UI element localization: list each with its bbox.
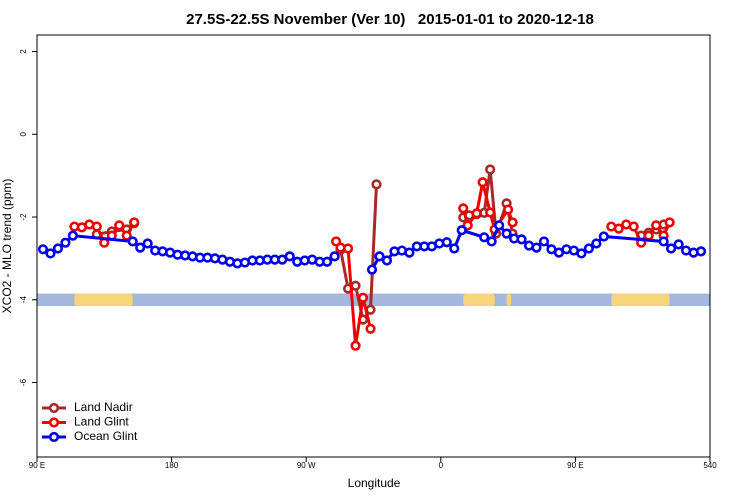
point	[449, 243, 460, 254]
point	[127, 236, 138, 247]
point	[129, 217, 140, 228]
x-axis-label: Longitude	[348, 476, 401, 490]
point	[583, 243, 594, 254]
y-tick-label: -6	[19, 378, 28, 386]
legend-label: Land Glint	[74, 415, 129, 429]
point	[381, 255, 393, 266]
point	[350, 280, 361, 291]
point	[91, 221, 102, 232]
point	[538, 236, 550, 247]
y-tick-label: 2	[19, 49, 28, 54]
land-band	[506, 293, 512, 306]
point	[695, 246, 707, 257]
point	[404, 247, 415, 258]
point	[142, 238, 153, 249]
point	[486, 236, 497, 247]
point	[613, 223, 624, 234]
x-tick-label: 0	[439, 461, 444, 470]
legend-label: Land Nadir	[74, 400, 133, 414]
point	[284, 251, 295, 262]
point	[366, 264, 378, 275]
point	[479, 232, 490, 243]
x-tick-label: 90 W	[297, 461, 316, 470]
ocean-band	[37, 293, 710, 306]
point	[531, 242, 542, 253]
series-line	[96, 169, 665, 324]
point	[458, 203, 469, 214]
point	[322, 256, 333, 267]
point	[374, 251, 385, 262]
point	[462, 220, 473, 231]
point	[365, 323, 376, 334]
x-tick-label: 90 E	[567, 461, 583, 470]
point	[664, 217, 675, 228]
point	[576, 248, 587, 259]
point	[628, 221, 639, 232]
point	[441, 237, 452, 248]
legend-marker	[48, 431, 60, 443]
y-tick-label: 0	[19, 132, 28, 137]
point	[643, 230, 654, 241]
point	[329, 251, 340, 262]
point	[494, 220, 505, 231]
point	[658, 236, 669, 247]
point	[673, 239, 684, 250]
point	[371, 179, 382, 190]
point	[666, 243, 677, 254]
point	[342, 243, 354, 254]
point	[67, 230, 78, 241]
point	[471, 208, 482, 219]
y-axis-label: XCO2 - MLO trend (ppm)	[0, 179, 14, 314]
point	[456, 225, 467, 236]
point	[60, 237, 71, 248]
point	[45, 248, 56, 259]
land-band	[463, 293, 495, 306]
point	[501, 228, 512, 239]
legend-marker	[48, 402, 60, 414]
point	[37, 244, 49, 255]
point	[114, 220, 125, 231]
x-tick-label: 90 E	[29, 461, 45, 470]
legend-marker	[48, 417, 60, 428]
point	[485, 207, 496, 218]
point	[135, 242, 146, 253]
x-tick-label: 540	[703, 461, 717, 470]
plot-frame	[36, 34, 711, 458]
y-tick-label: -2	[19, 213, 28, 221]
point	[357, 292, 369, 303]
point	[350, 340, 361, 351]
land-band	[74, 293, 133, 306]
point	[477, 177, 488, 188]
chart-title: 27.5S-22.5S November (Ver 10) 2015-01-01…	[186, 11, 594, 28]
point	[507, 217, 518, 228]
x-tick-label: 180	[165, 461, 179, 470]
point	[598, 231, 609, 242]
point	[485, 164, 496, 175]
point	[516, 234, 527, 245]
point	[591, 238, 602, 249]
point	[503, 204, 514, 215]
point	[651, 220, 662, 231]
point	[52, 243, 64, 254]
land-band	[611, 293, 670, 306]
y-tick-label: -4	[19, 296, 28, 304]
legend-label: Ocean Glint	[74, 429, 138, 443]
